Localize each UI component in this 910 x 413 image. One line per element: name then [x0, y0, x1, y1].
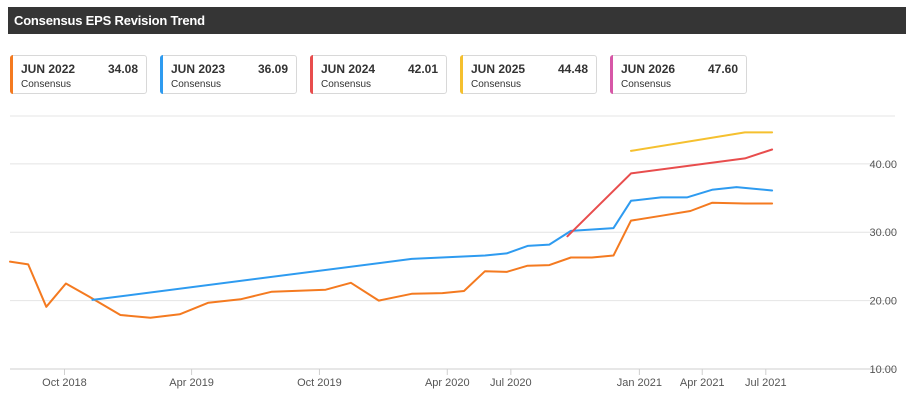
x-tick-label: Apr 2020	[425, 377, 470, 389]
legend-series-subtitle: Consensus	[471, 79, 522, 90]
legend-series-subtitle: Consensus	[171, 79, 222, 90]
legend-series-subtitle: Consensus	[321, 79, 372, 90]
chart-header: Consensus EPS Revision Trend	[8, 7, 906, 34]
legend-swatch	[460, 55, 463, 94]
legend-series-value: 42.01	[407, 62, 438, 76]
x-tick-label: Jan 2021	[617, 377, 662, 389]
x-tick-label: Apr 2021	[680, 377, 725, 389]
legend-series-value: 36.09	[257, 62, 288, 76]
legend-series-value: 47.60	[707, 62, 738, 76]
legend-card[interactable]: JUN 2022 34.08 Consensus	[10, 55, 147, 94]
y-tick-label: 20.00	[869, 296, 897, 308]
legend-card[interactable]: JUN 2025 44.48 Consensus	[460, 55, 597, 94]
legend-swatch	[160, 55, 163, 94]
legend-card[interactable]: JUN 2024 42.01 Consensus	[310, 55, 447, 94]
series-line	[91, 186, 774, 301]
y-tick-label: 10.00	[869, 364, 897, 376]
x-tick-label: Oct 2019	[297, 377, 342, 389]
legend-card[interactable]: JUN 2026 47.60 Consensus	[610, 55, 747, 94]
legend-swatch	[610, 55, 613, 94]
series-line	[630, 131, 774, 152]
legend-series-name: JUN 2026	[621, 62, 676, 76]
x-tick-label: Jul 2020	[490, 377, 532, 389]
series-line	[9, 201, 774, 319]
x-tick-label: Jul 2021	[745, 377, 787, 389]
legend-card[interactable]: JUN 2023 36.09 Consensus	[160, 55, 297, 94]
y-tick-label: 30.00	[869, 227, 897, 239]
y-tick-label: 40.00	[869, 159, 897, 171]
legend-series-subtitle: Consensus	[21, 79, 72, 90]
legend-series-value: 34.08	[107, 62, 138, 76]
legend-swatch	[10, 55, 13, 94]
legend-series-name: JUN 2023	[171, 62, 226, 76]
chart-title: Consensus EPS Revision Trend	[14, 13, 205, 28]
x-tick-label: Oct 2018	[42, 377, 87, 389]
legend-series-value: 44.48	[557, 62, 588, 76]
legend-series-name: JUN 2024	[321, 62, 376, 76]
x-tick-label: Apr 2019	[169, 377, 214, 389]
series-line	[566, 148, 774, 238]
legend-series-name: JUN 2022	[21, 62, 76, 76]
legend-swatch	[310, 55, 313, 94]
legend-series-subtitle: Consensus	[621, 79, 672, 90]
legend-series-name: JUN 2025	[471, 62, 526, 76]
